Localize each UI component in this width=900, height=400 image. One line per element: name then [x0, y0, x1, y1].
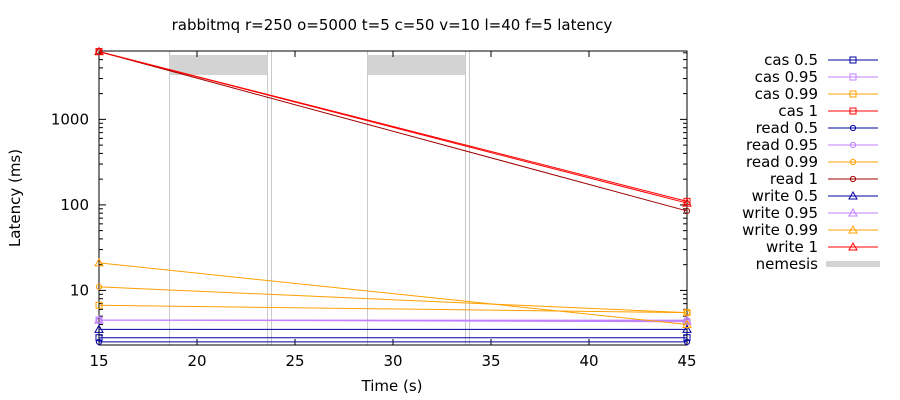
nemesis-layer — [169, 51, 470, 345]
legend-marker — [848, 241, 858, 251]
y-tick-label: 100 — [60, 196, 89, 214]
x-tick-label: 30 — [383, 352, 402, 370]
data-point — [683, 207, 691, 215]
legend-label: cas 0.95 — [755, 68, 818, 86]
legend-label: cas 1 — [778, 102, 818, 120]
data-point — [95, 301, 103, 309]
x-tick-label: 35 — [481, 352, 500, 370]
legend-label: write 0.95 — [742, 204, 818, 222]
chart-title: rabbitmq r=250 o=5000 t=5 c=50 v=10 l=40… — [172, 16, 613, 34]
legend-label: write 0.99 — [742, 221, 818, 239]
legend-label: nemesis — [756, 255, 819, 273]
series-layer — [94, 46, 692, 346]
data-point — [682, 324, 692, 333]
x-tick-label: 25 — [285, 352, 304, 370]
series-line — [98, 286, 688, 314]
data-point — [682, 315, 692, 325]
legend-label: write 1 — [766, 238, 818, 256]
legend-label: write 0.5 — [752, 187, 818, 205]
x-tick-label: 45 — [677, 352, 696, 370]
data-point — [94, 324, 104, 333]
series-line — [98, 51, 688, 212]
series-line — [98, 319, 688, 322]
data-point — [683, 338, 691, 346]
x-tick-label: 40 — [579, 352, 598, 370]
legend-marker — [848, 207, 858, 217]
legend-marker — [848, 224, 858, 234]
nemesis-band — [169, 55, 268, 75]
legend-label: cas 0.5 — [764, 51, 818, 69]
legend-label: cas 0.99 — [755, 85, 818, 103]
series-line — [98, 51, 688, 204]
y-axis-label: Latency (ms) — [6, 149, 24, 247]
data-point — [94, 46, 104, 56]
legend-marker — [849, 124, 857, 132]
data-point — [683, 334, 691, 342]
legend-marker — [849, 141, 857, 149]
legend-marker — [849, 73, 857, 81]
series-line — [98, 304, 688, 314]
legend-marker — [849, 158, 857, 166]
data-point — [95, 338, 103, 346]
legend-swatch — [826, 261, 880, 267]
legend-marker — [848, 190, 858, 200]
legend-label: read 0.99 — [746, 153, 818, 171]
series-line — [98, 262, 688, 325]
legend-label: read 0.5 — [756, 119, 818, 137]
data-point — [95, 283, 103, 290]
legend-label: read 1 — [770, 170, 818, 188]
legend-marker — [849, 175, 857, 183]
nemesis-band — [367, 55, 466, 75]
legend-label: read 0.95 — [746, 136, 818, 154]
data-point — [682, 198, 692, 207]
x-axis-label: Time (s) — [361, 377, 423, 395]
axis-ticks: 15 20 25 30 35 40 45 10 100 1000 — [51, 51, 697, 370]
legend-marker — [849, 56, 857, 64]
data-point — [94, 257, 104, 267]
data-point — [683, 309, 691, 316]
data-point — [94, 315, 104, 324]
data-point — [95, 334, 103, 342]
legend-marker — [849, 107, 857, 115]
data-point — [682, 319, 692, 328]
y-tick-label: 10 — [70, 281, 89, 299]
y-tick-label: 1000 — [51, 110, 89, 128]
plot-frame — [98, 50, 688, 346]
x-tick-label: 15 — [89, 352, 108, 370]
x-tick-label: 20 — [187, 352, 206, 370]
legend-marker — [849, 90, 857, 98]
